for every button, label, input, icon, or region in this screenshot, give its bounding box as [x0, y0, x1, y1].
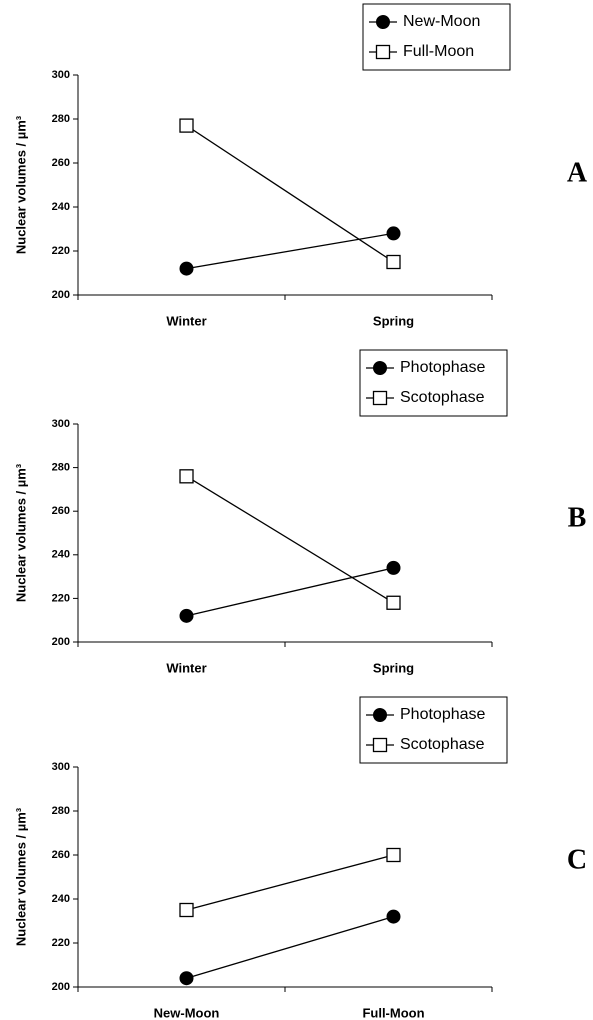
marker-circle	[373, 361, 387, 375]
x-tick-label: Full-Moon	[362, 1005, 424, 1020]
x-tick-label: Winter	[166, 313, 206, 328]
panel-label: A	[567, 157, 588, 188]
series-line	[186, 915, 394, 979]
x-tick-label: Winter	[166, 660, 206, 675]
y-tick-label: 280	[52, 462, 70, 474]
series-line	[186, 125, 394, 263]
marker-circle	[179, 261, 194, 276]
marker-circle	[373, 708, 387, 722]
panel-label: B	[568, 502, 587, 533]
marker-square	[179, 902, 194, 918]
marker-square	[386, 847, 401, 863]
y-tick-label: 220	[52, 937, 70, 949]
legend-label: Photophase	[400, 359, 486, 376]
y-tick-label: 280	[52, 113, 70, 125]
y-axis-label: Nuclear volumes / µm³	[13, 115, 28, 254]
y-tick-label: 200	[52, 981, 70, 993]
marker-circle	[386, 560, 401, 575]
x-tick-label: New-Moon	[154, 1005, 220, 1020]
x-tick-label: Spring	[373, 660, 414, 675]
marker-square	[386, 595, 401, 610]
y-tick-label: 260	[52, 505, 70, 517]
marker-circle	[386, 226, 401, 241]
y-tick-label: 260	[52, 157, 70, 169]
marker-square	[372, 390, 388, 406]
y-tick-label: 220	[52, 592, 70, 604]
series-line	[186, 567, 394, 617]
y-tick-label: 300	[52, 761, 70, 773]
marker-square	[372, 737, 388, 753]
panel-label: C	[567, 844, 587, 875]
marker-square	[179, 469, 194, 484]
marker-circle	[179, 971, 194, 986]
marker-circle	[179, 608, 194, 623]
marker-circle	[376, 15, 390, 29]
y-tick-label: 200	[52, 289, 70, 301]
y-axis-label: Nuclear volumes / µm³	[13, 463, 28, 602]
marker-circle	[386, 909, 401, 924]
y-tick-label: 240	[52, 893, 70, 905]
y-tick-label: 220	[52, 245, 70, 257]
series-line	[186, 854, 394, 911]
legend-label: Photophase	[400, 706, 486, 723]
y-tick-label: 300	[52, 69, 70, 81]
x-tick-label: Spring	[373, 313, 414, 328]
legend-label: New-Moon	[403, 13, 480, 30]
y-tick-label: 240	[52, 201, 70, 213]
y-tick-label: 280	[52, 805, 70, 817]
series-line	[186, 475, 394, 604]
legend-label: Full-Moon	[403, 43, 474, 60]
y-tick-label: 300	[52, 418, 70, 430]
y-tick-label: 200	[52, 636, 70, 648]
marker-square	[375, 44, 391, 60]
marker-square	[179, 118, 194, 133]
marker-square	[386, 254, 401, 270]
legend-label: Scotophase	[400, 389, 485, 406]
y-tick-label: 240	[52, 549, 70, 561]
y-axis-label: Nuclear volumes / µm³	[13, 807, 28, 946]
y-tick-label: 260	[52, 849, 70, 861]
series-line	[186, 232, 394, 270]
legend-label: Scotophase	[400, 736, 485, 753]
